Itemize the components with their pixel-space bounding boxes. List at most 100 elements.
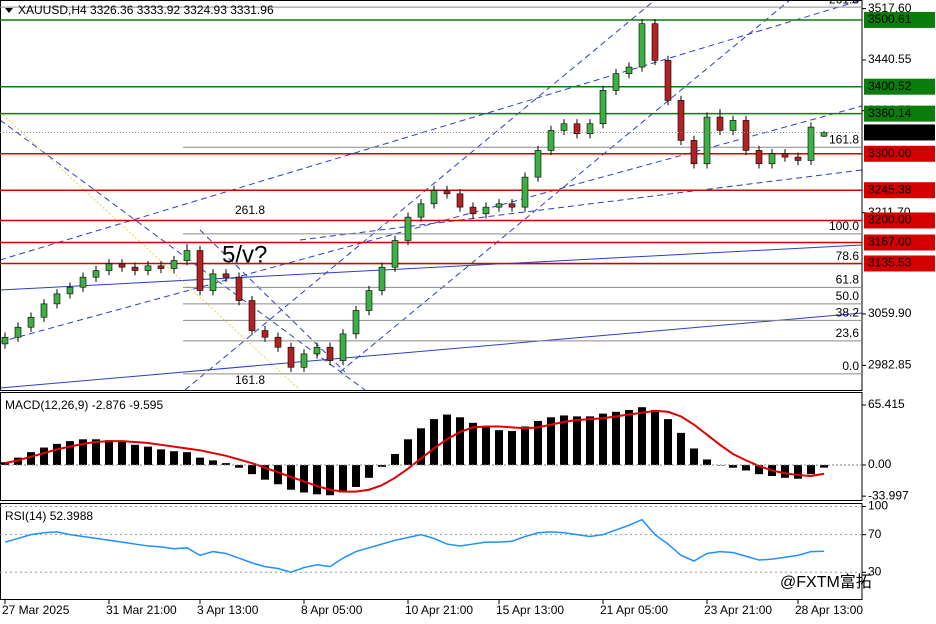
level-label-box xyxy=(864,105,935,122)
candle-body xyxy=(352,310,360,335)
candle-body xyxy=(469,206,477,215)
macd-bar xyxy=(248,464,256,475)
y-tick-label: 30 xyxy=(868,564,882,578)
level-label: 3167.00 xyxy=(868,235,912,249)
macd-bar xyxy=(625,409,633,465)
low-value: 3324.93 xyxy=(184,3,228,17)
signal-value: -9.595 xyxy=(129,398,163,412)
rsi-line xyxy=(4,518,825,574)
macd-bar xyxy=(742,464,750,471)
macd-bar xyxy=(807,464,815,475)
macd-bar xyxy=(820,464,828,468)
candle-body xyxy=(768,153,776,165)
macd-bar xyxy=(573,416,581,465)
candle-body xyxy=(443,190,451,195)
trendline xyxy=(184,0,656,391)
x-tick-label: 27 Mar 2025 xyxy=(2,603,70,617)
rsi-panel xyxy=(0,503,863,600)
macd-bar xyxy=(599,413,607,465)
fib-label: 78.6 xyxy=(836,249,860,263)
macd-bar xyxy=(300,464,308,493)
trendline xyxy=(299,169,863,241)
trendline xyxy=(0,0,863,261)
rsi-value: 52.3988 xyxy=(50,509,94,523)
candle-body xyxy=(781,153,789,158)
macd-bar xyxy=(677,432,685,465)
current-price-box xyxy=(864,124,935,141)
macd-bar xyxy=(482,427,490,465)
candle-body xyxy=(638,23,646,68)
level-label: 3400.52 xyxy=(868,79,912,93)
candle-body xyxy=(27,316,35,328)
macd-bar xyxy=(560,415,568,465)
macd-bar xyxy=(703,459,711,465)
candle-body xyxy=(664,60,672,101)
macd-bar xyxy=(690,448,698,465)
fib-label: 261.8 xyxy=(829,0,859,6)
candle-body xyxy=(794,156,802,161)
macd-bar xyxy=(339,464,347,493)
macd-bar xyxy=(66,441,74,465)
trendline xyxy=(339,0,791,373)
macd-value: -2.876 xyxy=(92,398,126,412)
macd-bar xyxy=(170,451,178,465)
candle-body xyxy=(131,266,139,271)
price-header: XAUUSD,H4 3326.36 3333.92 3324.93 3331.9… xyxy=(18,3,274,17)
x-tick-label: 31 Mar 21:00 xyxy=(106,603,177,617)
wave-annotation: 5/v? xyxy=(222,241,267,268)
candle-body xyxy=(183,250,191,261)
x-tick-label: 8 Apr 05:00 xyxy=(301,603,363,617)
trendline xyxy=(0,105,863,343)
candle-body xyxy=(261,330,269,338)
macd-bar xyxy=(794,464,802,479)
level-label-box xyxy=(864,234,935,251)
level-label: 3135.53 xyxy=(868,256,912,270)
y-tick-label: 65.415 xyxy=(868,397,905,411)
macd-bar xyxy=(456,417,464,465)
macd-bar xyxy=(79,439,87,465)
candle-body xyxy=(92,270,100,278)
candle-body xyxy=(755,150,763,165)
candle-body xyxy=(625,66,633,75)
candle-body xyxy=(807,126,815,161)
candle-body xyxy=(612,73,620,91)
level-label-box xyxy=(864,11,935,28)
macd-bar xyxy=(196,457,204,465)
level-label-box xyxy=(864,255,935,272)
candle-body xyxy=(456,193,464,208)
candle-body xyxy=(222,273,230,278)
level-label: 3200.00 xyxy=(868,213,912,227)
candle-body xyxy=(248,300,256,331)
macd-bar xyxy=(417,428,425,465)
candle-body xyxy=(118,263,126,268)
candle-body xyxy=(79,276,87,288)
macd-bar xyxy=(144,446,152,465)
macd-bar xyxy=(235,464,243,468)
macd-bar xyxy=(92,439,100,465)
level-label: 3300.00 xyxy=(868,146,912,160)
menu-arrow[interactable] xyxy=(5,8,13,13)
frames xyxy=(0,0,863,600)
candle-body xyxy=(326,346,334,361)
candle-body xyxy=(209,273,217,291)
macd-bar xyxy=(664,419,672,465)
macd-header: MACD(12,26,9) -2.876 -9.595 xyxy=(5,398,163,412)
macd-bar xyxy=(261,464,269,480)
fib-label: 161.8 xyxy=(829,132,859,146)
candle-body xyxy=(729,120,737,131)
macd-bar xyxy=(222,463,230,465)
level-label: 3360.14 xyxy=(868,106,912,120)
level-label-box xyxy=(864,182,935,199)
candle-body xyxy=(599,90,607,125)
price-panel xyxy=(0,0,863,391)
x-tick-label: 23 Apr 21:00 xyxy=(704,603,772,617)
trendline xyxy=(199,229,346,373)
macd-bar xyxy=(27,452,35,465)
macd-bar xyxy=(586,416,594,465)
macd-bar xyxy=(183,452,191,465)
macd-bar xyxy=(118,442,126,465)
close-value: 3331.96 xyxy=(230,3,274,17)
macd-bar xyxy=(209,460,217,465)
open-value: 3326.36 xyxy=(90,3,134,17)
